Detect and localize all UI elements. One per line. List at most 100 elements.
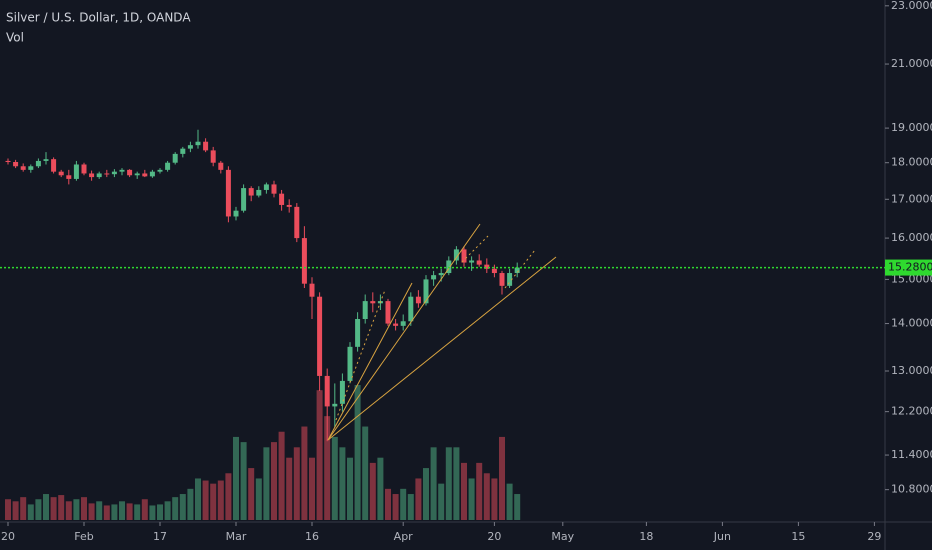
candle-body: [180, 148, 186, 154]
volume-bar: [202, 480, 209, 520]
candle-body: [81, 164, 87, 174]
x-tick-label: 15: [791, 530, 805, 543]
candle-body: [362, 301, 368, 320]
candle-body: [431, 275, 437, 280]
candle-body: [51, 159, 57, 172]
volume-bar: [141, 499, 148, 520]
drawings: [327, 223, 557, 441]
volume-bar: [392, 494, 399, 520]
volume-bar: [324, 416, 331, 520]
volume-bar: [316, 390, 323, 520]
volume-bar: [210, 483, 217, 520]
candle-body: [58, 171, 64, 176]
volume-bar: [179, 494, 186, 520]
candle-body: [127, 169, 133, 176]
candle-body: [385, 301, 391, 324]
candle-body: [187, 145, 193, 149]
volume-bar: [65, 501, 72, 520]
x-tick-label: Jun: [713, 530, 731, 543]
candle-body: [286, 204, 292, 207]
volume-bar: [225, 473, 232, 520]
dotted-line: [461, 235, 489, 263]
volume-bar: [438, 483, 445, 520]
volume-bar: [453, 447, 460, 520]
volume-label: Vol: [6, 31, 24, 45]
candle-body: [499, 273, 505, 286]
candle-body: [5, 160, 11, 162]
candle-body: [241, 188, 247, 211]
volume-bar: [347, 457, 353, 520]
volume-bar: [430, 447, 437, 520]
volume-bar: [339, 447, 346, 520]
candle-body: [355, 319, 361, 347]
candle-body: [111, 171, 117, 175]
volume-bar: [126, 503, 133, 520]
x-tick-label: 18: [639, 530, 653, 543]
volume-bar: [491, 478, 498, 520]
volume-bar: [445, 447, 452, 520]
volume-bar: [301, 426, 308, 520]
y-tick-label: 18.00000: [891, 156, 932, 169]
chart-title: Silver / U.S. Dollar, 1D, OANDA: [6, 11, 191, 25]
candle-body: [453, 249, 459, 261]
candle-body: [172, 153, 178, 163]
candle-body: [438, 273, 444, 276]
candle-body: [225, 169, 231, 217]
volume-bar: [119, 501, 125, 520]
candle-body: [347, 346, 353, 381]
candle-body: [119, 169, 125, 172]
volume-bar: [278, 431, 285, 520]
candle-body: [149, 171, 155, 177]
volume-bar: [172, 497, 179, 520]
candle-body: [263, 184, 269, 190]
volume-bar: [240, 442, 247, 520]
candle-body: [134, 173, 140, 176]
candle-layer: [5, 129, 520, 442]
volume-bar: [103, 505, 110, 520]
y-tick-label: 14.00000: [891, 317, 932, 330]
volume-bar: [407, 494, 414, 520]
candle-body: [294, 206, 300, 239]
dotted-line: [335, 289, 386, 421]
volume-bar: [385, 488, 391, 520]
candle-body: [324, 375, 330, 407]
volume-bar: [81, 497, 87, 520]
trend-line: [327, 256, 557, 441]
y-tick-label: 17.00000: [891, 192, 932, 205]
y-tick-label: 21.00000: [891, 57, 932, 70]
dotted-line: [504, 249, 536, 289]
candle-body: [157, 169, 163, 172]
candle-body: [309, 283, 315, 297]
candle-body: [35, 160, 41, 167]
y-tick-label: 16.00000: [891, 231, 932, 244]
x-tick-label: 20: [487, 530, 501, 543]
candle-body: [248, 188, 254, 196]
candle-body: [491, 268, 497, 274]
volume-bar: [286, 457, 293, 520]
volume-bar: [88, 503, 95, 520]
volume-bar: [149, 505, 156, 520]
volume-bar: [362, 426, 369, 520]
volume-bar: [134, 504, 141, 520]
volume-bar: [423, 468, 429, 520]
y-tick-label: 11.40000: [891, 448, 932, 461]
candle-body: [165, 162, 171, 170]
y-tick-label: 15.00000: [891, 272, 932, 285]
x-tick-label: Mar: [226, 530, 247, 543]
volume-bar: [309, 457, 315, 520]
volume-bar: [50, 497, 57, 520]
volume-bar: [263, 447, 270, 520]
candle-body: [332, 403, 338, 407]
y-tick-label: 19.00000: [891, 121, 932, 134]
volume-bar: [248, 468, 255, 520]
y-tick-label: 13.00000: [891, 364, 932, 377]
volume-bar: [111, 504, 118, 520]
volume-bar: [468, 478, 475, 520]
candle-body: [408, 296, 414, 322]
volume-bar: [73, 499, 80, 520]
y-tick-label: 23.00000: [891, 0, 932, 12]
candle-body: [73, 164, 79, 179]
candle-body: [514, 267, 520, 274]
